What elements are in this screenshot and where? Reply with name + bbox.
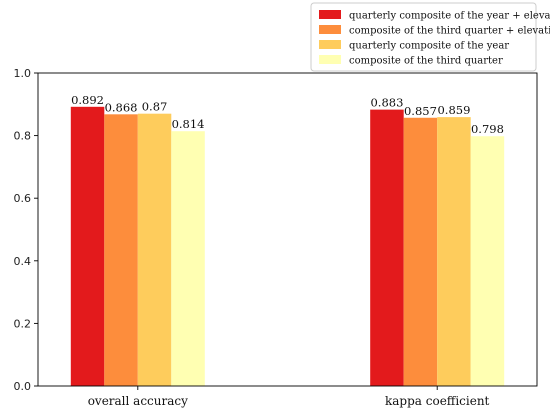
bar-value-label: 0.798 [471,122,504,136]
legend-entry-label: composite of the third quarter + elevati… [349,26,550,37]
legend-swatch [319,25,341,34]
legend-swatch [319,10,341,19]
y-tick-label: 0.6 [14,192,32,205]
y-tick-label: 0.8 [14,130,32,143]
bar-value-label: 0.883 [370,96,403,110]
x-axis: overall accuracy kappa coefficient [88,386,490,408]
bar-value-label: 0.892 [71,93,104,107]
bar-value-label: 0.814 [172,117,205,131]
y-tick-label: 0.4 [14,255,32,268]
legend-entry-label: quarterly composite of the year [349,41,509,52]
legend-swatch [319,40,341,49]
bar-value-label: 0.87 [142,100,168,114]
bar [137,113,172,386]
bar [437,117,471,387]
legend: quarterly composite of the year + elevat… [310,2,550,72]
x-category-label: overall accuracy [88,394,188,408]
bars-layer [70,106,505,387]
legend-box [310,2,537,72]
legend-entry-label: composite of the third quarter [349,56,503,67]
bar [403,117,438,386]
legend-swatch [319,55,341,64]
bar [171,131,205,386]
bar [470,136,505,386]
plot-frame [37,72,538,387]
x-category-label: kappa coefficient [385,394,490,408]
y-axis: 0.0 0.2 0.4 0.6 0.8 1.0 [14,67,38,393]
bar [70,106,105,386]
bar [104,114,138,386]
legend-entry-label: quarterly composite of the year + elevat… [349,11,550,22]
y-tick-label: 0.2 [14,317,32,330]
bar-value-label: 0.868 [105,100,138,114]
bar-value-label: 0.859 [437,103,470,117]
y-tick-label: 0.0 [14,380,32,393]
y-tick-label: 1.0 [14,67,32,80]
bar [370,109,404,386]
bar-value-label: 0.857 [404,104,437,118]
